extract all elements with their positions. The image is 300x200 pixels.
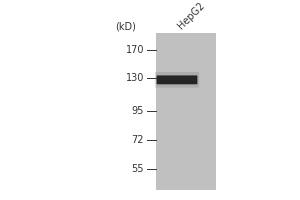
Bar — [156, 33, 216, 190]
Text: 95: 95 — [132, 106, 144, 116]
Text: HepG2: HepG2 — [176, 1, 207, 31]
Text: (kD): (kD) — [116, 21, 136, 31]
Text: 72: 72 — [131, 135, 144, 145]
FancyBboxPatch shape — [157, 75, 197, 84]
Text: 55: 55 — [131, 164, 144, 174]
FancyBboxPatch shape — [155, 72, 199, 88]
Text: 130: 130 — [126, 73, 144, 83]
Text: 170: 170 — [125, 45, 144, 55]
